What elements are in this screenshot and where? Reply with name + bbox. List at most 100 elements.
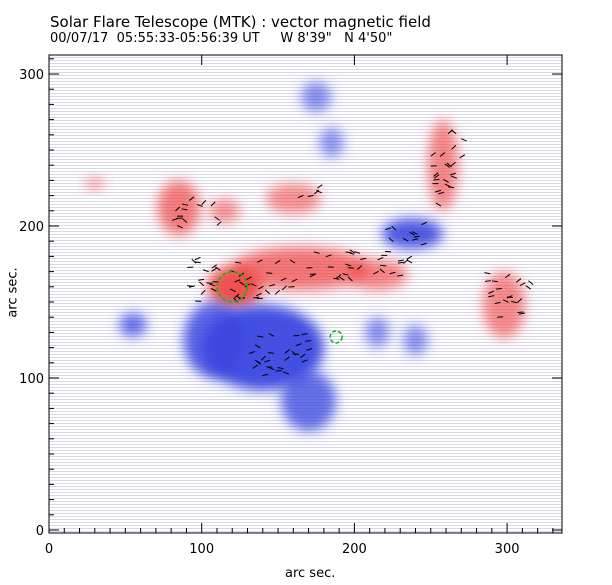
field-vector	[379, 268, 385, 274]
positive-field-region	[265, 183, 321, 214]
x-tick-label: 200	[342, 542, 367, 557]
field-vector	[267, 352, 275, 354]
positive-field-region	[232, 247, 370, 290]
field-vector	[210, 201, 216, 207]
field-vector	[255, 360, 262, 365]
field-vector	[411, 231, 418, 235]
field-vector	[504, 273, 511, 279]
field-vector	[230, 288, 236, 293]
field-vector	[182, 218, 188, 224]
field-vector	[335, 274, 342, 279]
positive-field-region	[346, 259, 408, 290]
negative-field-region	[119, 312, 147, 337]
field-vector	[451, 175, 458, 179]
positive-field-region	[427, 119, 459, 211]
field-vector	[239, 281, 245, 286]
field-vector	[357, 265, 363, 270]
field-vector	[391, 225, 397, 231]
field-vector	[491, 280, 499, 283]
field-vector	[194, 261, 201, 264]
field-vector	[211, 264, 217, 269]
x-axis-label: arc sec.	[285, 566, 336, 581]
field-vector	[177, 225, 184, 229]
field-vector	[345, 263, 352, 267]
field-vector	[215, 266, 221, 271]
x-tick-label: 300	[495, 542, 520, 557]
field-vector	[274, 289, 280, 295]
field-vector	[420, 242, 427, 246]
field-vector	[214, 216, 220, 221]
field-vector	[284, 356, 290, 361]
field-vector	[210, 288, 217, 292]
field-vector	[264, 359, 271, 363]
field-vector	[444, 163, 450, 168]
field-vector	[274, 259, 281, 264]
field-vector	[301, 333, 308, 336]
negative-field-region	[403, 324, 428, 356]
field-vector	[255, 292, 262, 297]
negative-field-region	[183, 302, 245, 378]
y-tick-label: 200	[19, 220, 44, 235]
field-vector	[451, 144, 457, 150]
field-vector	[260, 355, 266, 361]
field-vector	[354, 251, 361, 254]
field-vector	[325, 254, 332, 258]
field-vector	[435, 189, 442, 193]
field-vector	[443, 179, 449, 183]
field-vector	[484, 272, 491, 275]
field-vector	[345, 251, 352, 254]
negative-field-region	[365, 317, 390, 348]
field-vector	[297, 194, 304, 199]
field-vector	[268, 332, 275, 337]
field-vector	[518, 312, 525, 315]
field-vector	[280, 277, 287, 281]
y-axis-label: arc sec.	[5, 267, 21, 318]
field-vector	[409, 231, 416, 236]
field-vector	[402, 237, 409, 242]
field-vector	[433, 174, 440, 179]
field-vector	[347, 276, 353, 282]
field-vector	[448, 186, 455, 189]
field-vector	[257, 285, 264, 290]
field-vector	[484, 280, 491, 282]
field-vector	[430, 152, 436, 157]
field-vector	[388, 237, 394, 243]
field-vector	[488, 290, 495, 294]
positive-field-region	[209, 198, 240, 223]
chart-subtitle: 00/07/17 05:55:33-05:56:39 UT W 8'39" N …	[50, 31, 393, 46]
negative-field-region	[281, 370, 337, 432]
field-vector	[438, 191, 445, 195]
field-vector	[528, 280, 534, 285]
field-vector	[235, 261, 242, 264]
field-vector	[182, 203, 189, 206]
field-vector	[406, 255, 413, 260]
field-vector	[295, 343, 302, 347]
field-vector	[234, 279, 241, 283]
field-vector	[309, 273, 316, 278]
field-vector	[377, 257, 384, 261]
field-vector	[209, 283, 216, 287]
field-vector	[216, 221, 222, 226]
background-noise	[49, 55, 562, 533]
x-tick-label: 100	[189, 542, 214, 557]
plot-frame	[48, 54, 563, 534]
field-vector	[299, 353, 306, 359]
field-vector	[283, 371, 290, 375]
field-vector	[307, 194, 314, 197]
field-vector	[502, 299, 509, 303]
field-vector	[191, 258, 197, 264]
field-vector	[360, 257, 367, 260]
field-vector	[494, 301, 501, 304]
field-vector	[200, 289, 206, 295]
field-vector	[268, 284, 275, 287]
negative-field-region	[300, 81, 332, 113]
y-tick-label: 100	[19, 372, 44, 387]
field-vector	[187, 285, 194, 287]
field-vector	[264, 289, 271, 295]
field-vector	[181, 208, 188, 211]
field-vector	[517, 298, 523, 303]
field-vector	[511, 300, 518, 304]
field-vector	[389, 271, 396, 275]
field-vector	[515, 278, 522, 283]
